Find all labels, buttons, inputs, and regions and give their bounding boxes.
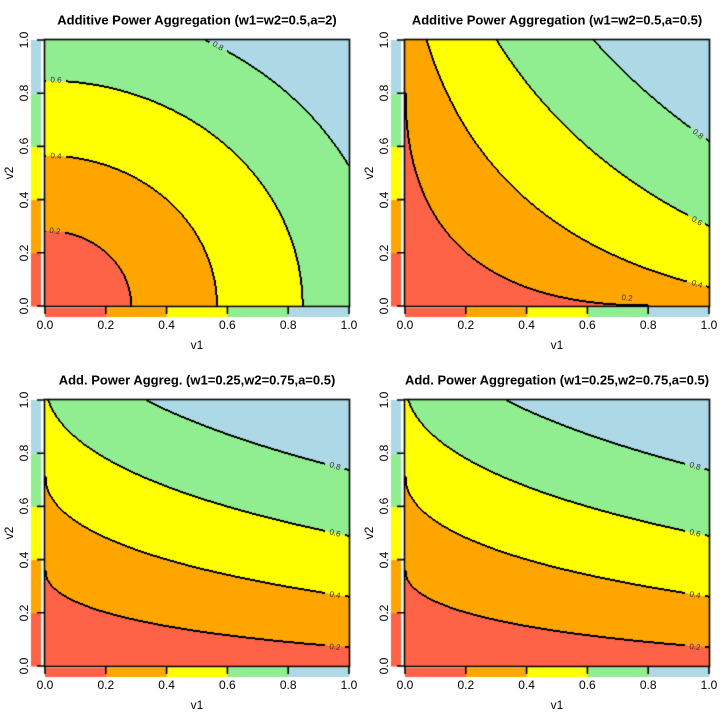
y-axis-label: v2 bbox=[2, 166, 16, 180]
x-tick-label: 1.0 bbox=[340, 318, 358, 332]
x-axis-label: v1 bbox=[550, 338, 564, 352]
y-tick-label: 0.8 bbox=[17, 84, 31, 102]
filled-contour-canvas bbox=[0, 360, 360, 720]
y-tick-label: 0.0 bbox=[17, 297, 31, 315]
panel-top-right: Additive Power Aggregation (w1=w2=0.5,a=… bbox=[360, 0, 720, 360]
y-tick-label: 0.2 bbox=[377, 244, 391, 262]
x-tick-label: 0.6 bbox=[219, 318, 236, 332]
y-tick-label: 0.0 bbox=[377, 297, 391, 315]
x-tick-label: 0.2 bbox=[97, 318, 115, 332]
y-axis-label: v2 bbox=[2, 526, 16, 540]
y-tick-label: 0.6 bbox=[17, 498, 31, 515]
x-tick-label: 0.4 bbox=[158, 318, 175, 332]
x-tick-label: 0.0 bbox=[396, 678, 414, 692]
x-tick-label: 0.0 bbox=[36, 678, 54, 692]
y-axis-label: v2 bbox=[362, 526, 376, 540]
x-axis-label: v1 bbox=[190, 338, 204, 352]
y-tick-label: 0.2 bbox=[377, 604, 391, 622]
x-axis-label: v1 bbox=[190, 698, 204, 712]
y-tick-label: 1.0 bbox=[17, 31, 31, 49]
contour-level-label: 0.6 bbox=[49, 75, 62, 86]
y-tick-label: 0.4 bbox=[377, 551, 391, 568]
filled-contour-canvas bbox=[360, 0, 720, 360]
panel-bottom-left: Add. Power Aggreg. (w1=0.25,w2=0.75,a=0.… bbox=[0, 360, 360, 720]
y-tick-label: 0.6 bbox=[17, 138, 31, 155]
y-tick-label: 0.4 bbox=[17, 191, 31, 208]
x-tick-label: 1.0 bbox=[340, 678, 358, 692]
x-tick-label: 1.0 bbox=[700, 318, 718, 332]
panel-title: Additive Power Aggregation (w1=w2=0.5,a=… bbox=[411, 12, 703, 28]
y-tick-label: 0.2 bbox=[17, 244, 31, 262]
x-tick-label: 0.4 bbox=[158, 678, 175, 692]
x-tick-label: 0.8 bbox=[639, 678, 657, 692]
filled-contour-canvas bbox=[360, 360, 720, 720]
contour-level-label: 0.4 bbox=[329, 589, 342, 601]
contour-level-label: 0.4 bbox=[689, 589, 702, 601]
contour-level-label: 0.4 bbox=[49, 151, 62, 161]
panel-title: Add. Power Aggreg. (w1=0.25,w2=0.75,a=0.… bbox=[58, 372, 336, 388]
y-tick-label: 0.2 bbox=[17, 604, 31, 622]
contour-level-label: 0.2 bbox=[329, 641, 342, 652]
y-tick-label: 0.4 bbox=[377, 191, 391, 208]
x-tick-label: 1.0 bbox=[700, 678, 718, 692]
x-tick-label: 0.6 bbox=[219, 678, 236, 692]
x-tick-label: 0.4 bbox=[518, 318, 535, 332]
x-tick-label: 0.8 bbox=[279, 318, 297, 332]
x-tick-label: 0.8 bbox=[279, 678, 297, 692]
panel-top-left: Additive Power Aggregation (w1=w2=0.5,a=… bbox=[0, 0, 360, 360]
y-tick-label: 0.6 bbox=[377, 498, 391, 515]
x-tick-label: 0.8 bbox=[639, 318, 657, 332]
y-tick-label: 0.0 bbox=[377, 657, 391, 675]
y-axis-label: v2 bbox=[362, 166, 376, 180]
filled-contour-canvas bbox=[0, 0, 360, 360]
x-axis-label: v1 bbox=[550, 698, 564, 712]
y-tick-label: 1.0 bbox=[17, 391, 31, 409]
panel-title: Add. Power Aggregation (w1=0.25,w2=0.75,… bbox=[404, 372, 710, 388]
y-tick-label: 0.8 bbox=[377, 84, 391, 102]
x-tick-label: 0.0 bbox=[36, 318, 54, 332]
y-tick-label: 0.0 bbox=[17, 657, 31, 675]
x-tick-label: 0.2 bbox=[457, 678, 475, 692]
contour-level-label: 0.2 bbox=[689, 641, 702, 652]
contour-level-label: 0.2 bbox=[620, 292, 633, 304]
y-tick-label: 0.8 bbox=[17, 444, 31, 462]
y-tick-label: 1.0 bbox=[377, 31, 391, 49]
x-tick-label: 0.6 bbox=[579, 318, 596, 332]
y-tick-label: 1.0 bbox=[377, 391, 391, 409]
x-tick-label: 0.2 bbox=[457, 318, 475, 332]
x-tick-label: 0.6 bbox=[579, 678, 596, 692]
x-tick-label: 0.2 bbox=[97, 678, 115, 692]
y-tick-label: 0.8 bbox=[377, 444, 391, 462]
y-tick-label: 0.4 bbox=[17, 551, 31, 568]
panel-title: Additive Power Aggregation (w1=w2=0.5,a=… bbox=[57, 12, 337, 28]
contour-level-label: 0.2 bbox=[48, 226, 61, 237]
panel-bottom-right: Add. Power Aggregation (w1=0.25,w2=0.75,… bbox=[360, 360, 720, 720]
x-tick-label: 0.4 bbox=[518, 678, 535, 692]
x-tick-label: 0.0 bbox=[396, 318, 414, 332]
y-tick-label: 0.6 bbox=[377, 138, 391, 155]
